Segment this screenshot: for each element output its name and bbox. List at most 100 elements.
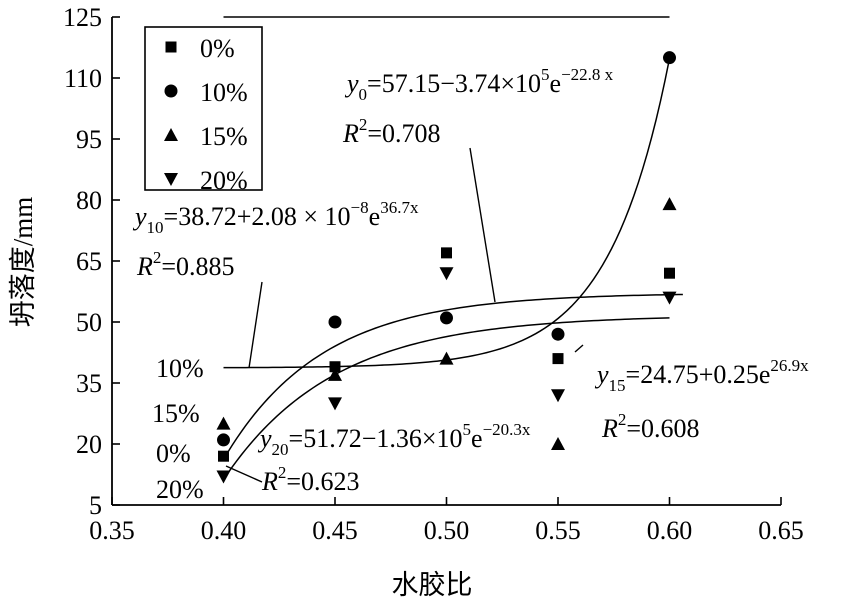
equation-part: =51.72−1.36×10 xyxy=(289,424,463,453)
fit-curve-0pct xyxy=(222,293,683,460)
legend-label: 10% xyxy=(200,78,248,107)
fit-curve-20pct xyxy=(222,317,670,480)
equation-part: 26.9x xyxy=(770,356,809,375)
x-tick-label: 0.35 xyxy=(89,516,135,545)
equation-part: y xyxy=(257,424,272,453)
curve-label-10pct: 10% xyxy=(156,354,204,383)
equation-part: 36.7x xyxy=(380,198,419,217)
fit-equation-20: y20=51.72−1.36×105e−20.3x xyxy=(257,420,531,459)
data-point-0pct xyxy=(329,361,341,373)
r2-value: =0.708 xyxy=(367,119,440,148)
legend-marker-0pct xyxy=(165,41,177,53)
data-markers xyxy=(216,51,677,484)
r2-exponent: 2 xyxy=(278,463,287,482)
r2-value: =0.885 xyxy=(161,252,234,281)
legend-marker-10pct xyxy=(164,84,178,98)
curve-label-0pct: 0% xyxy=(156,439,191,468)
equation-part: y xyxy=(344,69,359,98)
equation-part: =24.75+0.25e xyxy=(626,360,771,389)
equation-part: −8 xyxy=(351,198,369,217)
leader-line xyxy=(469,147,496,303)
y-tick-label: 5 xyxy=(89,491,102,520)
data-point-20pct xyxy=(216,470,231,484)
curve-label-15pct: 15% xyxy=(152,399,200,428)
fit-equation-15: y15=24.75+0.25e26.9x xyxy=(594,356,809,395)
x-tick-label: 0.55 xyxy=(535,516,581,545)
r2-value: =0.608 xyxy=(626,414,699,443)
legend-label: 15% xyxy=(200,122,248,151)
data-point-15pct xyxy=(551,437,565,450)
equation-part: −20.3x xyxy=(483,420,531,439)
equation-part: 10 xyxy=(147,218,164,237)
data-point-15pct xyxy=(328,367,342,381)
data-point-15pct xyxy=(216,416,231,430)
x-axis-title: 水胶比 xyxy=(392,570,473,600)
r2-symbol: R xyxy=(261,467,278,496)
y-axis-title: 坍落度/mm xyxy=(8,197,38,328)
r2-symbol: R xyxy=(136,252,153,281)
data-point-10pct xyxy=(440,311,453,325)
fit-r2-10: R2=0.885 xyxy=(136,248,235,281)
data-point-10pct xyxy=(217,433,230,447)
data-point-20pct xyxy=(662,291,677,305)
x-tick-label: 0.60 xyxy=(647,516,693,545)
y-tick-label: 80 xyxy=(76,186,102,215)
leader-line xyxy=(248,281,263,369)
y-tick-label: 65 xyxy=(76,247,102,276)
data-point-10pct xyxy=(663,51,676,65)
data-point-0pct xyxy=(218,450,229,462)
y-tick-label: 35 xyxy=(76,369,102,398)
curve-labels: 10% 15% 0% 20% xyxy=(152,354,204,504)
data-point-15pct xyxy=(439,351,454,365)
equation-part: 15 xyxy=(609,376,626,395)
curve-label-20pct: 20% xyxy=(156,475,204,504)
equation-part: 5 xyxy=(541,65,550,84)
data-point-20pct xyxy=(328,397,342,411)
equation-part: e xyxy=(550,69,562,98)
equation-part: =38.72+2.08 × 10 xyxy=(164,202,351,231)
r2-value: =0.623 xyxy=(286,467,359,496)
equation-part: =57.15−3.74×10 xyxy=(367,69,541,98)
legend-marker-15pct xyxy=(164,128,178,141)
leader-line xyxy=(225,465,263,483)
equation-part: y xyxy=(594,360,609,389)
data-point-15pct xyxy=(662,197,677,211)
data-point-20pct xyxy=(551,389,565,403)
r2-exponent: 2 xyxy=(618,410,627,429)
data-point-0pct xyxy=(552,353,564,365)
legend-label: 20% xyxy=(200,166,248,195)
legend: 0% 10% 15% 20% xyxy=(144,26,263,195)
fit-equations: y0=57.15−3.74×105e−22.8 xR2=0.708y10=38.… xyxy=(132,65,809,496)
equation-part: e xyxy=(471,424,483,453)
equation-part: 0 xyxy=(359,85,368,104)
legend-box xyxy=(144,26,263,191)
fit-r2-0: R2=0.708 xyxy=(342,115,441,148)
fit-equation-10: y10=38.72+2.08 × 10−8e36.7x xyxy=(132,198,419,237)
x-tick-label: 0.45 xyxy=(312,516,358,545)
equation-part: e xyxy=(369,202,381,231)
annotation-leaders xyxy=(225,147,584,483)
data-point-0pct xyxy=(664,267,675,279)
y-tick-label: 125 xyxy=(63,3,102,32)
data-point-10pct xyxy=(551,327,565,341)
x-tick-label: 0.65 xyxy=(758,516,804,545)
legend-label: 0% xyxy=(200,34,235,63)
equation-part: 20 xyxy=(272,440,289,459)
y-tick-label: 50 xyxy=(76,308,102,337)
x-tick-label: 0.50 xyxy=(424,516,470,545)
fit-r2-20: R2=0.623 xyxy=(261,463,360,496)
equation-part: −22.8 x xyxy=(561,65,614,84)
x-tick-label: 0.40 xyxy=(201,516,247,545)
leader-line xyxy=(574,344,584,353)
data-point-0pct xyxy=(441,247,452,259)
data-point-20pct xyxy=(439,267,454,281)
equation-part: 5 xyxy=(463,420,472,439)
r2-symbol: R xyxy=(342,119,359,148)
r2-exponent: 2 xyxy=(153,248,162,267)
fit-r2-15: R2=0.608 xyxy=(601,410,700,443)
y-axis: 5 20 35 50 65 80 95 110 125 xyxy=(63,3,120,520)
legend-marker-20pct xyxy=(164,173,178,186)
r2-exponent: 2 xyxy=(359,115,368,134)
fit-equation-0: y0=57.15−3.74×105e−22.8 x xyxy=(344,65,614,104)
